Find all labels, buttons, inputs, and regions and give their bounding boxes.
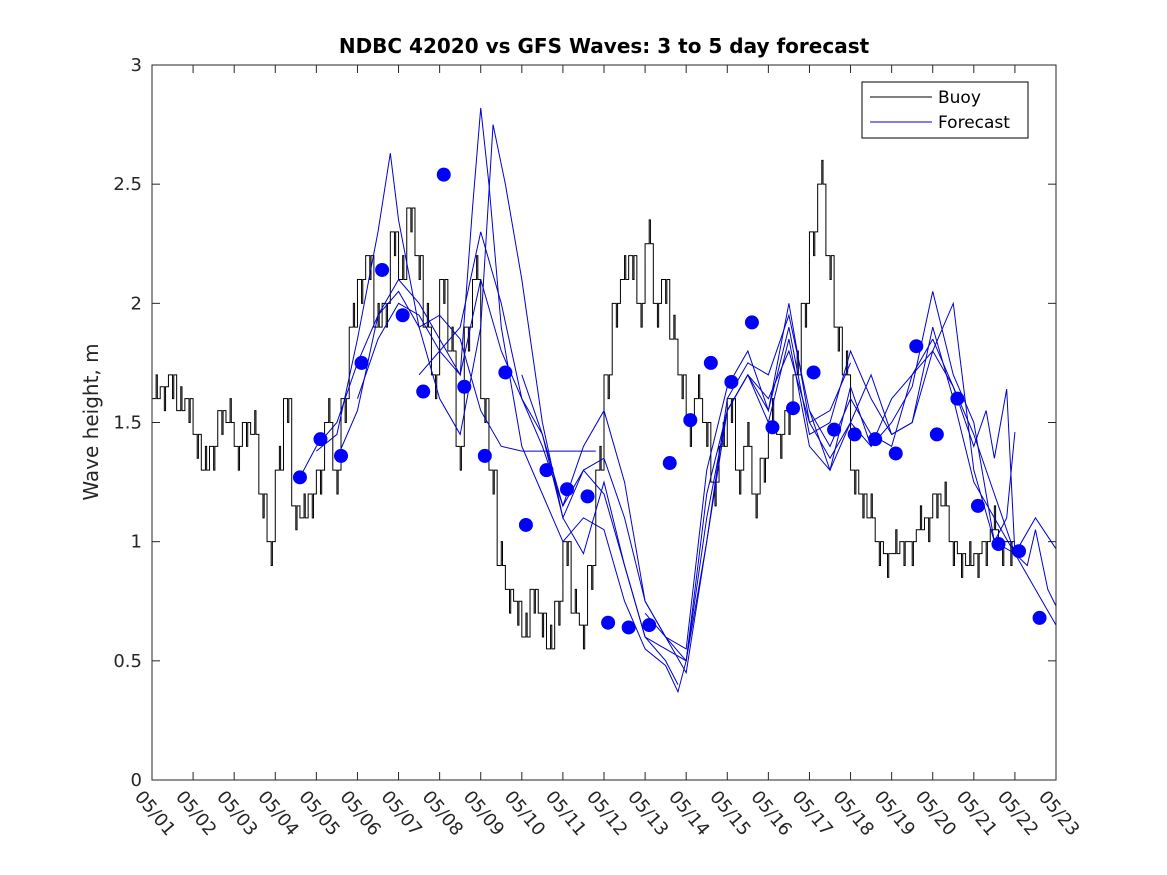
forecast-marker (786, 401, 801, 416)
forecast-marker (416, 384, 431, 399)
x-tick-label: 05/23 (1034, 787, 1083, 840)
forecast-marker (477, 448, 492, 463)
forecast-marker (580, 489, 595, 504)
x-tick-label: 05/16 (746, 787, 795, 840)
legend-box (861, 81, 1029, 139)
forecast-marker (457, 379, 472, 394)
x-tick-label: 05/05 (294, 787, 343, 840)
x-tick-label: 05/03 (212, 787, 261, 840)
forecast-marker (1032, 610, 1047, 625)
forecast-marker (827, 422, 842, 437)
forecast-marker (560, 482, 575, 497)
forecast-marker (950, 391, 965, 406)
forecast-marker (395, 308, 410, 323)
legend-forecast-label: Forecast (938, 113, 1010, 133)
x-tick-label: 05/19 (870, 787, 919, 840)
y-tick-label: 2 (131, 293, 142, 314)
x-tick-label: 05/20 (911, 787, 960, 840)
x-tick-label: 05/04 (253, 787, 302, 840)
forecast-marker (868, 432, 883, 447)
x-tick-label: 05/18 (829, 787, 878, 840)
x-tick-label: 05/11 (541, 787, 590, 840)
forecast-marker (847, 427, 862, 442)
forecast-run-line (521, 301, 1057, 650)
forecast-marker (970, 498, 985, 513)
x-tick-label: 05/21 (952, 787, 1001, 840)
x-tick-label: 05/06 (335, 787, 384, 840)
forecast-marker (724, 374, 739, 389)
forecast-marker (292, 470, 307, 485)
x-tick-label: 05/17 (787, 787, 836, 840)
forecast-marker (539, 463, 554, 478)
forecast-marker (909, 339, 924, 354)
legend: Buoy Forecast (861, 81, 1029, 139)
x-tick-label: 05/15 (705, 787, 754, 840)
forecast-marker (354, 355, 369, 370)
forecast-marker (662, 456, 677, 471)
forecast-marker (929, 427, 944, 442)
forecast-marker (703, 355, 718, 370)
x-tick-labels: 05/0105/0205/0305/0405/0505/0605/0705/08… (130, 787, 1083, 840)
forecast-marker (334, 448, 349, 463)
forecast-marker (744, 315, 759, 330)
x-tick-label: 05/12 (582, 787, 631, 840)
x-tick-label: 05/14 (664, 787, 713, 840)
x-tick-label: 05/13 (623, 787, 672, 840)
forecast-marker (375, 262, 390, 277)
x-tick-label: 05/08 (418, 787, 467, 840)
forecast-run-line (932, 338, 1057, 607)
forecast-marker (888, 446, 903, 461)
y-tick-labels: 0 0.5 1 1.5 2 2.5 3 (113, 55, 142, 791)
forecast-marker (621, 620, 636, 635)
x-tick-label: 05/01 (130, 787, 179, 840)
x-tick-label: 05/10 (500, 787, 549, 840)
x-tick-label: 05/09 (459, 787, 508, 840)
y-tick-label: 2.5 (113, 174, 142, 195)
x-tick-label: 05/02 (171, 787, 220, 840)
y-tick-label: 1.5 (113, 413, 142, 434)
x-tick-label: 05/07 (377, 787, 426, 840)
forecast-marker (765, 420, 780, 435)
plot-frame (151, 64, 1057, 781)
forecast-marker (601, 615, 616, 630)
forecast-run-line (418, 231, 1016, 663)
y-tick-label: 0.5 (113, 651, 142, 672)
y-tick-label: 3 (131, 55, 142, 76)
forecast-run-line (316, 124, 679, 685)
y-axis-label: Wave height, m (79, 343, 103, 500)
forecast-marker (498, 365, 513, 380)
forecast-marker (313, 432, 328, 447)
forecast-marker (642, 618, 657, 633)
buoy-series-line (152, 159, 1015, 650)
y-tick-label: 1 (131, 532, 142, 553)
forecast-run-line (299, 290, 596, 478)
forecast-run-line (336, 107, 852, 694)
y-tick-label: 0 (131, 770, 142, 791)
axis-ticks (151, 64, 1057, 781)
forecast-marker (806, 365, 821, 380)
forecast-marker (1012, 544, 1027, 559)
forecast-marker (518, 517, 533, 532)
x-tick-label: 05/22 (993, 787, 1042, 840)
forecast-marker (991, 537, 1006, 552)
forecast-marker (436, 167, 451, 182)
legend-buoy-label: Buoy (938, 88, 981, 108)
forecast-marker (683, 413, 698, 428)
series-layer (152, 107, 1057, 694)
chart-title: NDBC 42020 vs GFS Waves: 3 to 5 day fore… (339, 34, 870, 58)
